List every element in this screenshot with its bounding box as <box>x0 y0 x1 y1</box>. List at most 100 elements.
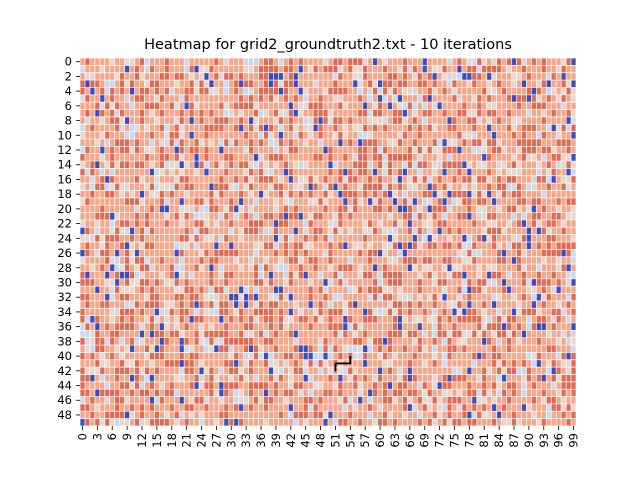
heatmap-cell <box>501 168 507 176</box>
heatmap-cell <box>337 124 343 132</box>
heatmap-cell <box>288 374 294 382</box>
heatmap-cell <box>387 381 393 390</box>
heatmap-cell <box>377 396 383 404</box>
heatmap-cell <box>139 116 145 125</box>
heatmap-cell <box>144 131 150 139</box>
heatmap-cell <box>139 256 145 265</box>
heatmap-cell <box>129 146 135 154</box>
heatmap-cell <box>303 94 309 103</box>
heatmap-cell <box>536 219 542 228</box>
heatmap-cell <box>551 205 557 213</box>
heatmap-cell <box>94 293 100 301</box>
heatmap-cell <box>248 65 254 73</box>
heatmap-cell <box>397 389 403 397</box>
heatmap-cell <box>179 337 185 346</box>
heatmap-cell <box>184 286 190 294</box>
heatmap-cell <box>104 190 110 198</box>
heatmap-cell <box>134 138 140 147</box>
heatmap-cell <box>124 197 130 206</box>
heatmap-cell <box>392 138 398 147</box>
heatmap-cell <box>248 249 254 257</box>
heatmap-cell <box>452 367 457 375</box>
heatmap-cell <box>382 146 388 154</box>
heatmap-cell <box>323 94 328 103</box>
heatmap-cell <box>318 109 324 117</box>
heatmap-cell <box>288 278 294 287</box>
heatmap-cell <box>104 249 110 257</box>
heatmap-cell <box>427 131 433 139</box>
heatmap-cell <box>169 197 175 206</box>
heatmap-cell <box>407 315 413 323</box>
heatmap-cell <box>476 256 482 265</box>
heatmap-cell <box>328 227 333 235</box>
heatmap-cell <box>253 249 259 257</box>
heatmap-cell <box>194 109 200 117</box>
heatmap-cell <box>233 352 239 360</box>
heatmap-cell <box>238 183 244 191</box>
heatmap-cell <box>337 308 343 316</box>
heatmap-cell <box>283 322 289 331</box>
heatmap-cell <box>551 359 557 368</box>
heatmap-cell <box>99 227 105 235</box>
heatmap-cell <box>194 264 200 272</box>
heatmap-cell <box>318 345 324 353</box>
heatmap-cell <box>238 138 244 147</box>
heatmap-cell <box>377 381 383 390</box>
heatmap-cell <box>218 175 224 184</box>
heatmap-cell <box>546 300 552 309</box>
heatmap-cell <box>412 308 418 316</box>
heatmap-cell <box>551 65 557 73</box>
heatmap-cell <box>347 381 353 390</box>
heatmap-cell <box>501 131 507 139</box>
heatmap-cell <box>208 219 214 228</box>
heatmap-cell <box>531 249 537 257</box>
heatmap-cell <box>263 94 269 103</box>
heatmap-cell <box>452 175 457 184</box>
heatmap-cell <box>427 161 433 169</box>
heatmap-cell <box>80 109 85 117</box>
heatmap-cell <box>516 367 522 375</box>
heatmap-cell <box>99 396 105 404</box>
heatmap-cell <box>124 367 130 375</box>
heatmap-cell <box>169 359 175 368</box>
heatmap-cell <box>481 381 487 390</box>
heatmap-cell <box>541 116 547 125</box>
heatmap-cell <box>536 94 542 103</box>
heatmap-cell <box>372 65 378 73</box>
heatmap-cell <box>352 322 358 331</box>
heatmap-cell <box>208 109 214 117</box>
heatmap-cell <box>491 264 497 272</box>
heatmap-cell <box>199 72 204 81</box>
heatmap-cell <box>501 256 507 265</box>
heatmap-cell <box>362 352 368 360</box>
heatmap-cell <box>561 161 567 169</box>
heatmap-cell <box>318 315 324 323</box>
heatmap-cell <box>134 87 140 95</box>
heatmap-cell <box>328 411 333 419</box>
heatmap-cell <box>466 138 472 147</box>
heatmap-cell <box>491 131 497 139</box>
heatmap-cell <box>303 80 309 88</box>
heatmap-cell <box>213 322 219 331</box>
heatmap-cell <box>442 212 448 220</box>
heatmap-cell <box>561 227 567 235</box>
heatmap-cell <box>476 278 482 287</box>
heatmap-cell <box>268 345 274 353</box>
heatmap-cell <box>308 256 314 265</box>
heatmap-cell <box>144 293 150 301</box>
heatmap-cell <box>109 256 115 265</box>
heatmap-cell <box>362 234 368 242</box>
heatmap-cell <box>243 102 249 110</box>
heatmap-cell <box>456 411 462 419</box>
heatmap-cell <box>144 58 150 66</box>
heatmap-cell <box>248 87 254 95</box>
heatmap-cell <box>323 197 328 206</box>
heatmap-cell <box>154 102 160 110</box>
heatmap-cell <box>134 116 140 125</box>
heatmap-cell <box>114 381 120 390</box>
heatmap-cell <box>546 396 552 404</box>
heatmap-cell <box>447 212 452 220</box>
heatmap-cell <box>328 94 333 103</box>
heatmap-cell <box>204 367 209 375</box>
heatmap-cell <box>392 87 398 95</box>
